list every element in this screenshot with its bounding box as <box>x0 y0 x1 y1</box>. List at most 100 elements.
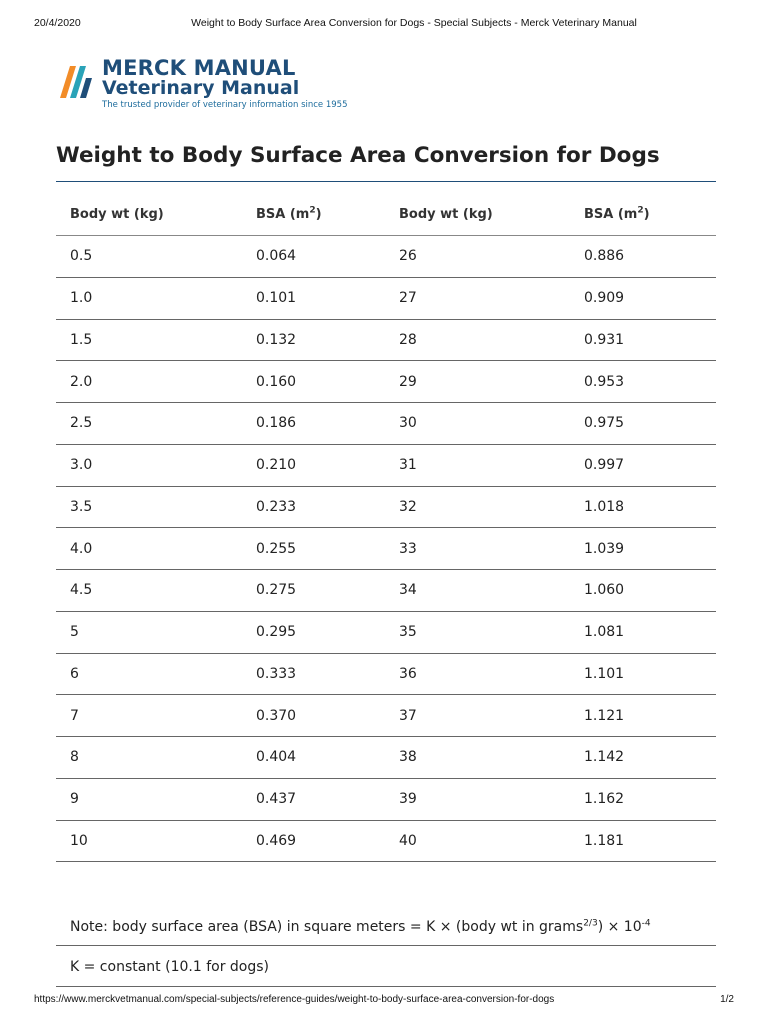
table-row: 0.5 0.064 26 0.886 <box>56 235 716 278</box>
bsa-cell: 0.437 <box>242 778 385 821</box>
note-exponent: 2/3 <box>583 918 598 929</box>
header-bsa-2-suffix: ) <box>643 207 650 222</box>
body-weight-cell: 9 <box>56 778 242 821</box>
page-url-link[interactable]: https://www.merckvetmanual.com/special-s… <box>34 994 555 1005</box>
table-row: 4.0 0.255 33 1.039 <box>56 527 716 570</box>
table-body: 0.5 0.064 26 0.886 1.0 0.101 27 0.909 1.5 0.132 28… <box>56 235 716 863</box>
table-row: 1.0 0.101 27 0.909 <box>56 277 716 320</box>
bsa-cell: 0.255 <box>242 527 385 570</box>
body-weight-cell: 2.5 <box>56 402 242 445</box>
header-bsa-1-sup: 2 <box>309 205 316 216</box>
bsa-cell: 0.295 <box>242 611 385 654</box>
body-weight-cell: 1.0 <box>56 277 242 320</box>
body-weight-cell: 3.5 <box>56 486 242 529</box>
bsa-cell: 0.210 <box>242 444 385 487</box>
body-weight-cell: 28 <box>385 319 570 362</box>
header-bsa-2-sup: 2 <box>637 205 644 216</box>
body-weight-cell: 4.5 <box>56 569 242 612</box>
table-row: 1.5 0.132 28 0.931 <box>56 319 716 362</box>
bsa-cell: 1.039 <box>570 527 716 570</box>
title-divider <box>56 181 716 182</box>
body-weight-cell: 26 <box>385 235 570 278</box>
bsa-cell: 0.333 <box>242 653 385 696</box>
bsa-cell: 0.132 <box>242 319 385 362</box>
bsa-cell: 0.160 <box>242 360 385 403</box>
table-row: 5 0.295 35 1.081 <box>56 611 716 654</box>
print-header: 20/4/2020 Weight to Body Surface Area Co… <box>34 17 734 31</box>
header-bsa-2: BSA (m2) <box>570 194 716 236</box>
body-weight-cell: 33 <box>385 527 570 570</box>
body-weight-cell: 32 <box>385 486 570 529</box>
bsa-cell: 0.064 <box>242 235 385 278</box>
logo-line-1: MERCK MANUAL <box>102 56 296 80</box>
print-date: 20/4/2020 <box>34 17 81 29</box>
body-weight-cell: 6 <box>56 653 242 696</box>
body-weight-cell: 27 <box>385 277 570 320</box>
bsa-cell: 0.997 <box>570 444 716 487</box>
body-weight-cell: 2.0 <box>56 360 242 403</box>
merck-logo-icon <box>60 66 92 98</box>
body-weight-cell: 40 <box>385 820 570 863</box>
bsa-cell: 1.101 <box>570 653 716 696</box>
bsa-cell: 1.018 <box>570 486 716 529</box>
bsa-cell: 0.886 <box>570 235 716 278</box>
body-weight-cell: 1.5 <box>56 319 242 362</box>
bsa-cell: 1.142 <box>570 736 716 779</box>
table-row: 6 0.333 36 1.101 <box>56 653 716 696</box>
header-bsa-1-suffix: ) <box>315 207 322 222</box>
body-weight-cell: 7 <box>56 694 242 737</box>
note-text-after: ) × 10 <box>597 919 642 935</box>
logo-line-2: Veterinary Manual <box>102 77 300 99</box>
note-power: -4 <box>641 918 651 929</box>
body-weight-cell: 30 <box>385 402 570 445</box>
bsa-cell: 1.081 <box>570 611 716 654</box>
table-row: 3.0 0.210 31 0.997 <box>56 444 716 487</box>
page-number: 1/2 <box>720 994 734 1005</box>
header-bsa-2-prefix: BSA (m <box>584 207 638 222</box>
table-row: 4.5 0.275 34 1.060 <box>56 569 716 612</box>
table-row: 10 0.469 40 1.181 <box>56 820 716 863</box>
table-header-row: Body wt (kg) BSA (m2) Body wt (kg) BSA (… <box>56 194 716 236</box>
page-title: Weight to Body Surface Area Conversion f… <box>56 143 660 168</box>
header-body-weight-2: Body wt (kg) <box>385 194 570 236</box>
bsa-cell: 0.469 <box>242 820 385 863</box>
table-row: 8 0.404 38 1.142 <box>56 736 716 779</box>
body-weight-cell: 29 <box>385 360 570 403</box>
header-body-weight-1: Body wt (kg) <box>56 194 242 236</box>
table-row: 9 0.437 39 1.162 <box>56 778 716 821</box>
print-document-title: Weight to Body Surface Area Conversion f… <box>191 17 637 29</box>
header-bsa-1: BSA (m2) <box>242 194 385 236</box>
bsa-cell: 0.404 <box>242 736 385 779</box>
table-row: 3.5 0.233 32 1.018 <box>56 486 716 529</box>
body-weight-cell: 35 <box>385 611 570 654</box>
constant-note: K = constant (10.1 for dogs) <box>56 947 716 987</box>
table-row: 2.5 0.186 30 0.975 <box>56 402 716 445</box>
body-weight-cell: 37 <box>385 694 570 737</box>
body-weight-cell: 5 <box>56 611 242 654</box>
bsa-cell: 0.370 <box>242 694 385 737</box>
bsa-cell: 0.909 <box>570 277 716 320</box>
body-weight-cell: 34 <box>385 569 570 612</box>
print-footer: https://www.merckvetmanual.com/special-s… <box>34 994 734 1008</box>
bsa-cell: 1.121 <box>570 694 716 737</box>
logo-tagline: The trusted provider of veterinary infor… <box>102 100 348 110</box>
body-weight-cell: 36 <box>385 653 570 696</box>
body-weight-cell: 10 <box>56 820 242 863</box>
body-weight-cell: 8 <box>56 736 242 779</box>
formula-note: Note: body surface area (BSA) in square … <box>56 908 716 946</box>
bsa-cell: 1.162 <box>570 778 716 821</box>
bsa-cell: 0.275 <box>242 569 385 612</box>
merck-manual-logo[interactable]: MERCK MANUAL Veterinary Manual The trust… <box>56 56 376 112</box>
bsa-cell: 0.186 <box>242 402 385 445</box>
bsa-cell: 0.953 <box>570 360 716 403</box>
bsa-cell: 0.233 <box>242 486 385 529</box>
header-bsa-1-prefix: BSA (m <box>256 207 310 222</box>
table-row: 2.0 0.160 29 0.953 <box>56 360 716 403</box>
note-text-before: Note: body surface area (BSA) in square … <box>70 919 584 935</box>
bsa-cell: 1.060 <box>570 569 716 612</box>
body-weight-cell: 0.5 <box>56 235 242 278</box>
bsa-cell: 0.101 <box>242 277 385 320</box>
body-weight-cell: 38 <box>385 736 570 779</box>
bsa-cell: 0.931 <box>570 319 716 362</box>
bsa-cell: 1.181 <box>570 820 716 863</box>
